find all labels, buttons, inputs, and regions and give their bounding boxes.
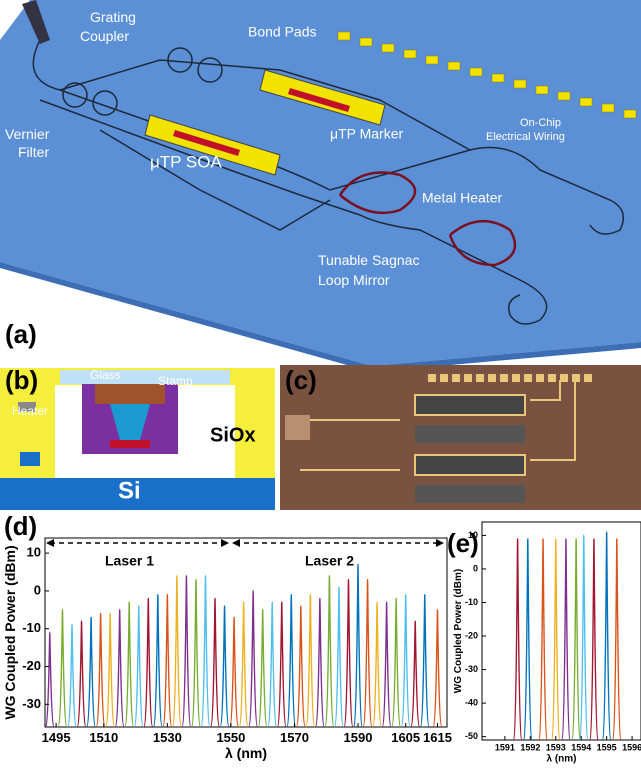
y-tick-label: 0 [34,582,41,597]
annotation: Metal Heater [422,190,502,206]
y-tick-label: -30 [22,696,41,711]
chiplet [415,425,525,443]
chiplet [415,395,525,415]
active [110,440,150,448]
x-tick-label: 1510 [89,730,118,745]
panel-label: (a) [5,319,37,349]
x-axis-label: λ (nm) [547,754,577,765]
x-tick-label: 1550 [216,730,245,745]
x-tick-label: 1594 [571,742,591,752]
panel-label: (e) [447,528,479,558]
x-tick-label: 1615 [423,730,452,745]
x-tick-label: 1596 [622,742,641,752]
y-axis-label: WG Coupled Power (dBm) [453,569,464,693]
y-tick-label: -20 [465,630,478,640]
panel-b: Glass Stamp Heater SiOx Si (b) [0,365,275,510]
annotation: Laser 1 [105,553,154,569]
annotation: μTP SOA [150,152,222,171]
x-tick-label: 1495 [42,730,71,745]
label: Stamp [158,374,193,388]
y-tick-label: -20 [22,658,41,673]
annotation: Laser 2 [305,553,354,569]
y-tick-label: -50 [465,731,478,741]
label: Si [118,477,141,504]
y-tick-label: -40 [465,697,478,707]
x-tick-label: 1590 [344,730,373,745]
y-tick-label: -10 [465,597,478,607]
y-tick-label: -30 [465,664,478,674]
x-tick-label: 1530 [153,730,182,745]
panel-label: (b) [5,365,38,395]
waveguide [20,452,40,466]
x-tick-label: 1593 [546,742,566,752]
chiplet [415,455,525,475]
plot: -30 -20 -10 0 10 1495 1510 1530 1550 1570 1590 1605… [2,511,452,761]
x-tick-label: 1570 [280,730,309,745]
chiplet [415,485,525,503]
x-tick-label: 1605 [391,730,420,745]
y-tick-label: 0 [473,563,478,573]
y-tick-label: -10 [22,620,41,635]
glass [60,370,230,384]
x-tick-label: 1592 [520,742,540,752]
annotation: μTP Marker [330,126,403,142]
x-tick-label: 1591 [495,742,515,752]
panel-c: (c) [280,365,641,510]
panel-label: (d) [4,511,37,541]
label: SiOx [210,424,256,446]
label: Heater [12,404,48,418]
label: Glass [90,368,121,382]
annotation: Bond Pads [248,24,317,40]
chiplet-top [95,384,165,404]
x-tick-label: 1595 [597,742,617,752]
panel-label: (c) [285,365,317,395]
y-tick-label: 10 [27,545,41,560]
figure: GratingCoupler Bond Pads VernierFilter μ… [0,0,641,768]
plot: -50-40-30-20-100101591159215931594159515… [447,522,641,765]
y-axis-label: WG Coupled Power (dBm) [2,545,18,719]
chip-surface [0,0,641,366]
x-axis-label: λ (nm) [225,745,267,761]
marker [285,415,310,440]
